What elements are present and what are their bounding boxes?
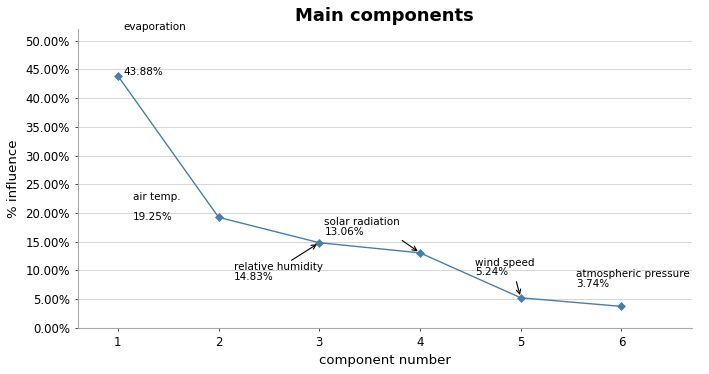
Y-axis label: % influence: % influence bbox=[7, 140, 20, 218]
Text: evaporation: evaporation bbox=[123, 22, 186, 32]
X-axis label: component number: component number bbox=[319, 354, 451, 367]
Text: 19.25%: 19.25% bbox=[133, 212, 173, 222]
Text: 3.74%: 3.74% bbox=[576, 279, 609, 289]
Text: relative humidity: relative humidity bbox=[234, 262, 323, 272]
Text: 43.88%: 43.88% bbox=[123, 67, 162, 77]
Text: air temp.: air temp. bbox=[133, 191, 181, 202]
Title: Main components: Main components bbox=[296, 7, 474, 25]
Text: 13.06%: 13.06% bbox=[324, 227, 364, 237]
Text: solar radiation: solar radiation bbox=[324, 217, 400, 227]
Text: 5.24%: 5.24% bbox=[476, 267, 508, 278]
Text: atmospheric pressure: atmospheric pressure bbox=[576, 269, 690, 279]
Text: 14.83%: 14.83% bbox=[234, 272, 274, 282]
Text: wind speed: wind speed bbox=[476, 258, 535, 267]
